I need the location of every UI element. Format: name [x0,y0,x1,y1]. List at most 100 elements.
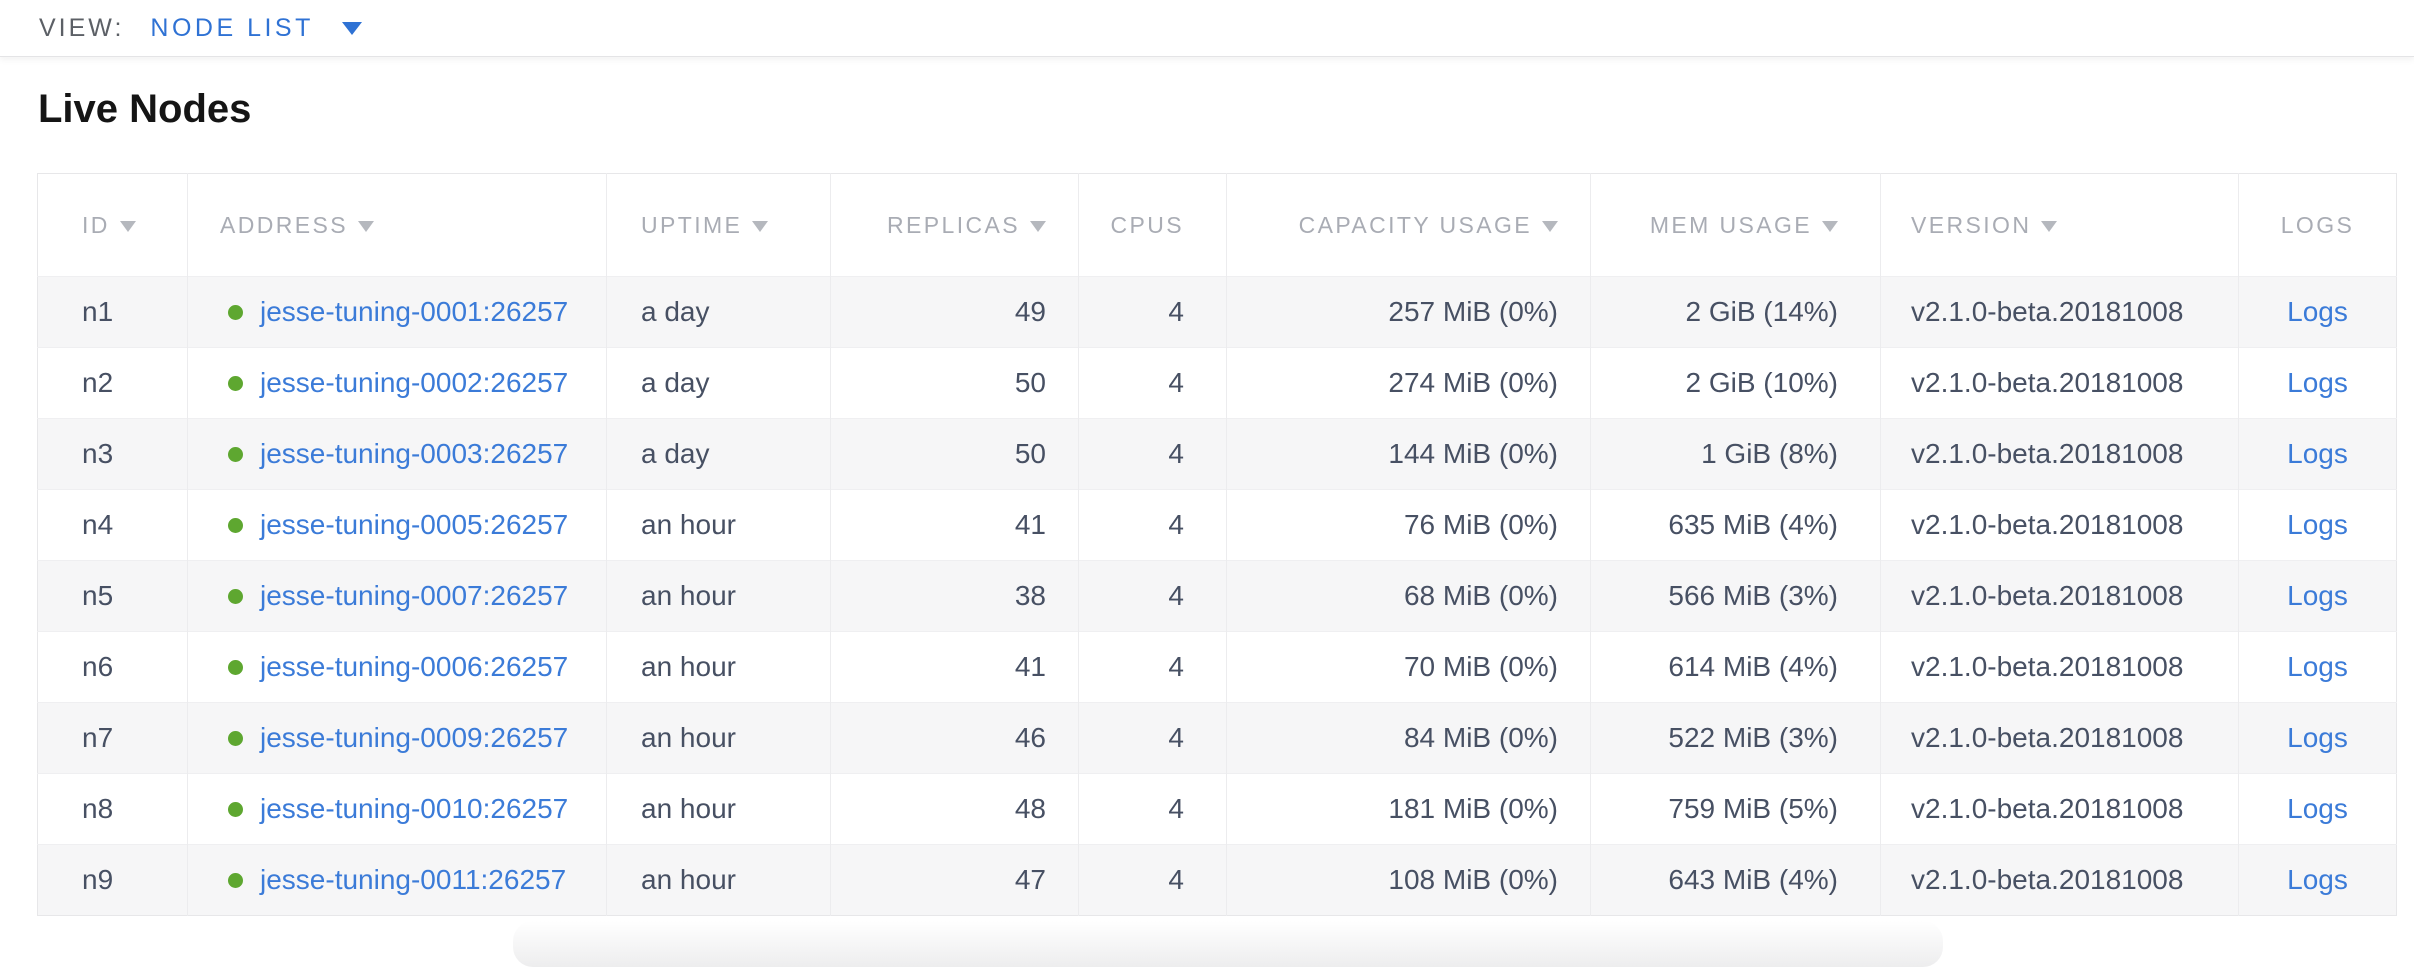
node-id-cell: n3 [37,418,188,490]
table-row: n4 jesse-tuning-0005:26257 an hour 41 4 76 Mi… [37,489,2397,561]
sort-desc-icon[interactable] [1822,220,1838,232]
replicas-value: 46 [1014,722,1046,753]
version-cell: v2.1.0-beta.20181008 [1880,418,2239,490]
node-address-cell: jesse-tuning-0006:26257 [187,631,607,703]
version-cell: v2.1.0-beta.20181008 [1880,560,2239,632]
cpus-value: 4 [1168,367,1184,398]
node-id: n2 [82,367,114,398]
live-nodes-table-wrap: ID ADDRESS UPTIME REPLICAS CPUS CAPACITY USAG… [37,173,2397,916]
logs-link[interactable]: Logs [2287,793,2348,824]
sort-desc-icon[interactable] [2041,220,2058,232]
version-value: v2.1.0-beta.20181008 [1911,438,2184,469]
replicas-cell: 38 [830,560,1079,632]
version-cell: v2.1.0-beta.20181008 [1880,844,2239,916]
cpus-value: 4 [1168,580,1184,611]
chevron-down-icon[interactable] [341,21,362,35]
table-row: n9 jesse-tuning-0011:26257 an hour 47 4 108 M… [37,844,2397,916]
column-header-label: REPLICAS [887,211,1020,238]
node-address-link[interactable]: jesse-tuning-0005:26257 [260,509,569,540]
logs-link[interactable]: Logs [2287,509,2348,540]
replicas-value: 38 [1014,580,1046,611]
node-address-link[interactable]: jesse-tuning-0003:26257 [260,438,569,469]
sort-desc-icon[interactable] [1542,220,1558,232]
capacity-cell: 70 MiB (0%) [1226,631,1591,703]
live-status-dot-icon [228,731,243,746]
node-address-link[interactable]: jesse-tuning-0001:26257 [260,296,569,327]
node-address-link[interactable]: jesse-tuning-0010:26257 [260,793,569,824]
replicas-value: 50 [1014,367,1046,398]
replicas-value: 41 [1014,651,1046,682]
logs-link[interactable]: Logs [2287,580,2348,611]
view-selector[interactable]: NODE LIST [150,13,314,42]
sort-desc-icon[interactable] [1030,220,1046,232]
sort-desc-icon[interactable] [752,220,769,232]
node-id-cell: n5 [37,560,188,632]
column-header-addr[interactable]: ADDRESS [187,173,607,277]
view-label: VIEW: [39,13,125,42]
logs-link[interactable]: Logs [2287,722,2348,753]
uptime-cell: an hour [606,489,831,561]
capacity-cell: 108 MiB (0%) [1226,844,1591,916]
cpus-cell: 4 [1078,702,1227,774]
uptime-value: an hour [641,651,736,682]
logs-link[interactable]: Logs [2287,367,2348,398]
column-header-ver[interactable]: VERSION [1880,173,2239,277]
node-id: n7 [82,722,114,753]
uptime-cell: a day [606,347,831,419]
capacity-usage-value: 257 MiB (0%) [1388,296,1558,327]
uptime-value: an hour [641,793,736,824]
column-header-uptime[interactable]: UPTIME [606,173,831,277]
uptime-cell: an hour [606,773,831,845]
node-id-cell: n8 [37,773,188,845]
live-nodes-table: ID ADDRESS UPTIME REPLICAS CPUS CAPACITY USAG… [37,173,2397,916]
cpus-value: 4 [1168,296,1184,327]
node-address-link[interactable]: jesse-tuning-0009:26257 [260,722,569,753]
mem-usage-value: 643 MiB (4%) [1668,864,1838,895]
column-header-mem[interactable]: MEM USAGE [1590,173,1881,277]
replicas-value: 49 [1014,296,1046,327]
sort-desc-icon[interactable] [119,220,136,232]
capacity-usage-value: 144 MiB (0%) [1388,438,1558,469]
column-header-label: LOGS [2280,211,2355,238]
column-header-logs: LOGS [2239,174,2397,277]
logs-cell: Logs [2239,419,2397,490]
sort-desc-icon[interactable] [358,220,374,232]
node-id-cell: n4 [37,489,188,561]
version-cell: v2.1.0-beta.20181008 [1880,347,2239,419]
cpus-value: 4 [1168,509,1184,540]
node-address-cell: jesse-tuning-0002:26257 [187,347,607,419]
node-address-cell: jesse-tuning-0009:26257 [187,702,607,774]
node-address-link[interactable]: jesse-tuning-0002:26257 [260,367,569,398]
node-address-link[interactable]: jesse-tuning-0011:26257 [260,864,567,895]
column-header-repl[interactable]: REPLICAS [830,173,1079,277]
capacity-usage-value: 181 MiB (0%) [1388,793,1558,824]
table-row: n7 jesse-tuning-0009:26257 an hour 46 4 84 Mi… [37,702,2397,774]
logs-cell: Logs [2239,561,2397,632]
version-value: v2.1.0-beta.20181008 [1911,722,2184,753]
logs-link[interactable]: Logs [2287,296,2348,327]
node-id: n6 [82,651,114,682]
node-address-link[interactable]: jesse-tuning-0007:26257 [260,580,569,611]
logs-link[interactable]: Logs [2287,864,2348,895]
capacity-cell: 181 MiB (0%) [1226,773,1591,845]
logs-link[interactable]: Logs [2287,438,2348,469]
mem-cell: 2 GiB (10%) [1590,347,1881,419]
cpus-cell: 4 [1078,276,1227,348]
version-cell: v2.1.0-beta.20181008 [1880,489,2239,561]
logs-cell: Logs [2239,277,2397,348]
view-bar: VIEW: NODE LIST [0,0,2414,57]
column-header-cap[interactable]: CAPACITY USAGE [1226,173,1591,277]
table-row: n6 jesse-tuning-0006:26257 an hour 41 4 70 Mi… [37,631,2397,703]
live-status-dot-icon [228,376,243,391]
mem-usage-value: 2 GiB (14%) [1685,296,1839,327]
replicas-cell: 46 [830,702,1079,774]
column-header-id[interactable]: ID [37,173,188,277]
table-row: n3 jesse-tuning-0003:26257 a day 50 4 144 MiB… [37,418,2397,490]
node-id: n8 [82,793,114,824]
node-address-cell: jesse-tuning-0011:26257 [187,844,607,916]
node-id-cell: n6 [37,631,188,703]
mem-usage-value: 2 GiB (10%) [1685,367,1839,398]
mem-cell: 614 MiB (4%) [1590,631,1881,703]
node-address-link[interactable]: jesse-tuning-0006:26257 [260,651,569,682]
logs-link[interactable]: Logs [2287,651,2348,682]
